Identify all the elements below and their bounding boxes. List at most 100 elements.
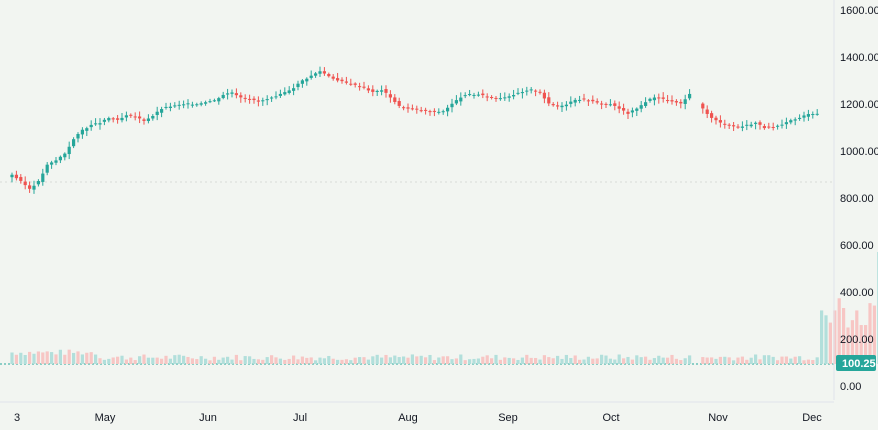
- volume-bar: [305, 357, 309, 364]
- candle-body: [274, 96, 278, 98]
- candle-body: [375, 90, 379, 92]
- candle-body: [468, 94, 472, 96]
- volume-bar: [58, 349, 62, 364]
- y-tick-label: 1400.00: [840, 52, 878, 64]
- volume-bar: [454, 358, 458, 364]
- candle-body: [94, 123, 98, 125]
- volume-bar: [758, 359, 762, 364]
- volume-bar: [666, 357, 670, 364]
- volume-bar: [23, 355, 27, 364]
- candle-body: [327, 74, 331, 77]
- candle-body: [138, 116, 142, 119]
- candle-body: [679, 101, 683, 104]
- candle-body: [617, 106, 621, 109]
- volume-bar: [133, 360, 137, 364]
- candle-body: [340, 79, 344, 82]
- candle-body: [811, 114, 815, 116]
- candle-body: [771, 126, 775, 128]
- volume-bar: [701, 357, 705, 364]
- volume-bar: [481, 356, 485, 364]
- volume-bar: [512, 358, 516, 364]
- x-axis: 3 May Jun Jul Aug Sep Oct Nov Dec: [0, 401, 834, 424]
- candle-body: [652, 97, 656, 101]
- volume-bar: [670, 354, 674, 364]
- volume-bar: [256, 359, 260, 364]
- candle-body: [582, 98, 586, 100]
- candle-body: [283, 92, 287, 95]
- volume-bar: [314, 360, 318, 364]
- volume-bar: [534, 357, 538, 364]
- volume-bar: [635, 355, 639, 364]
- candle-body: [63, 153, 67, 158]
- candle-body: [516, 92, 520, 94]
- candle-body: [538, 91, 542, 93]
- candle-body: [41, 173, 45, 182]
- volume-bar: [182, 355, 186, 364]
- candle-body: [252, 98, 256, 101]
- volume-bar: [177, 354, 181, 364]
- y-tick-label: 1000.00: [840, 146, 878, 158]
- volume-bar: [50, 352, 54, 364]
- volume-bar: [855, 310, 859, 364]
- candle-body: [481, 93, 485, 96]
- volume-bar: [459, 354, 463, 364]
- candle-body: [72, 139, 76, 147]
- candle-body: [410, 108, 414, 110]
- candle-body: [815, 113, 819, 115]
- candle-body: [674, 101, 678, 103]
- candle-body: [221, 94, 225, 99]
- volume-bar: [278, 358, 282, 364]
- candle-body: [613, 103, 617, 106]
- candle-body: [388, 94, 392, 98]
- candle-body: [485, 96, 489, 98]
- volume-bar: [868, 303, 872, 364]
- volume-bar: [498, 359, 502, 364]
- volume-bar: [446, 356, 450, 364]
- volume-bar: [388, 357, 392, 364]
- volume-bar: [168, 358, 172, 364]
- candle-body: [450, 103, 454, 108]
- candle-body: [230, 92, 234, 94]
- candle-body: [124, 115, 128, 118]
- volume-bar: [406, 357, 410, 364]
- candle-body: [635, 108, 639, 111]
- volume-bar: [14, 354, 18, 364]
- candle-body: [349, 83, 353, 85]
- volume-bar: [472, 358, 476, 364]
- volume-bar: [617, 354, 621, 364]
- volume-bar: [173, 355, 177, 364]
- volume-bar: [120, 355, 124, 364]
- candle-body: [296, 83, 300, 88]
- candle-body: [503, 97, 507, 99]
- volume-bar: [630, 359, 634, 364]
- candle-body: [498, 98, 502, 100]
- volume-bar: [613, 359, 617, 364]
- y-tick-label: 600.00: [840, 240, 874, 252]
- candle-body: [10, 174, 14, 178]
- candle-body: [780, 124, 784, 126]
- x-tick-label: 3: [14, 412, 20, 424]
- candle-body: [98, 123, 102, 125]
- candle-body: [454, 100, 458, 104]
- volume-bar: [864, 325, 868, 364]
- volume-bar: [80, 354, 84, 364]
- candle-body: [54, 160, 58, 163]
- candle-body: [573, 99, 577, 103]
- volume-bar: [85, 352, 89, 364]
- volume-bar: [239, 360, 243, 364]
- candle-body: [353, 83, 357, 85]
- volume-bar: [776, 360, 780, 364]
- candle-body: [670, 100, 674, 102]
- volume-bar: [410, 354, 414, 364]
- volume-bar: [639, 357, 643, 364]
- volume-bar: [437, 357, 441, 364]
- candle-body: [234, 93, 238, 96]
- y-tick-label: 0.00: [840, 381, 861, 393]
- candle-body: [591, 99, 595, 102]
- candle-body: [129, 114, 133, 116]
- volume-bar: [560, 358, 564, 364]
- candle-body: [28, 185, 32, 189]
- volume-bar: [573, 355, 577, 364]
- volume-bar: [683, 358, 687, 364]
- candle-body: [749, 124, 753, 127]
